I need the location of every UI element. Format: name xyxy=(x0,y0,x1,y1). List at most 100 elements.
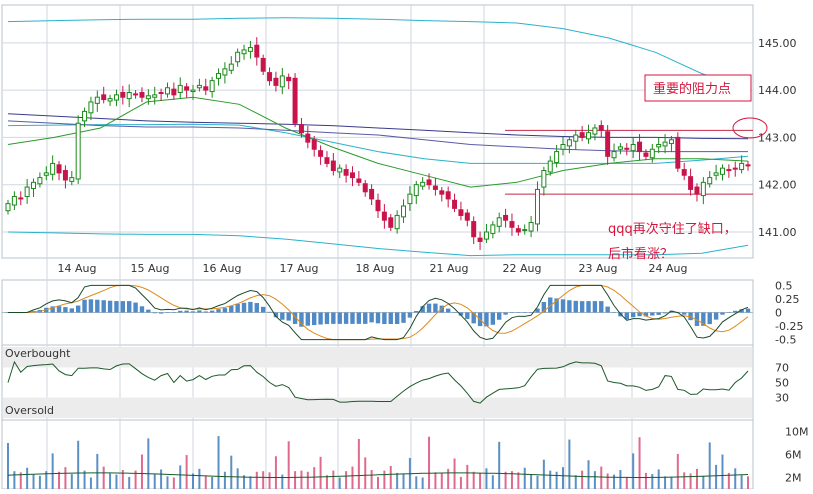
panel-backgrounds xyxy=(1,4,754,490)
rsi-tick-label: 70 xyxy=(775,362,789,375)
macd-histogram-bar xyxy=(203,311,208,313)
volume-bar xyxy=(459,476,462,489)
x-tick-label: 22 Aug xyxy=(503,262,542,275)
macd-histogram-bar xyxy=(107,300,113,313)
candle-body xyxy=(394,214,400,230)
volume-bar xyxy=(58,471,61,489)
volume-bar xyxy=(708,442,711,489)
volume-bar xyxy=(96,453,99,489)
resistance-note-box xyxy=(644,74,752,102)
candle-body xyxy=(432,185,438,190)
macd-histogram-bar xyxy=(573,300,578,313)
candle-body xyxy=(82,110,88,122)
volume-bar xyxy=(313,467,316,489)
volume-tick-label: 6M xyxy=(785,449,802,462)
macd-histogram-bar xyxy=(433,303,438,313)
macd-histogram-bar xyxy=(490,312,496,325)
macd-histogram-bar xyxy=(407,312,413,318)
candle-body xyxy=(617,146,623,150)
candle-body xyxy=(305,133,311,143)
volume-bar xyxy=(51,453,54,489)
volume-bar xyxy=(351,466,354,489)
candle-body xyxy=(145,95,151,100)
candle-body xyxy=(719,167,725,175)
macd-histogram-bar xyxy=(707,312,712,325)
volume-bar xyxy=(632,453,635,489)
axis-labels: 14 Aug 15 Aug 16 Aug 17 Aug 18 Aug 21 Aug 22 A… xyxy=(58,37,809,485)
volume-bar xyxy=(657,469,660,489)
candle-body xyxy=(37,177,43,185)
candle-body xyxy=(196,84,202,89)
volume-bar xyxy=(734,468,737,489)
volume-bar xyxy=(613,474,616,489)
candle-body xyxy=(177,84,183,93)
volume-bar xyxy=(485,468,488,489)
volume-bar xyxy=(115,474,118,489)
macd-histogram-bar xyxy=(439,305,444,313)
candle-body xyxy=(464,212,470,221)
macd-histogram-bar xyxy=(497,312,502,320)
volume-bar xyxy=(402,474,405,489)
candle-body xyxy=(554,151,560,163)
volume-bar xyxy=(38,475,41,489)
price-tick-label: 142.00 xyxy=(758,179,797,192)
macd-histogram-bar xyxy=(343,312,349,324)
candle-body xyxy=(50,162,56,175)
macd-histogram-bar xyxy=(701,312,706,326)
volume-bar xyxy=(338,477,341,489)
candle-body xyxy=(337,167,343,173)
macd-histogram-bar xyxy=(650,312,655,316)
candle-body xyxy=(407,193,413,205)
volume-bar xyxy=(300,470,303,489)
macd-histogram-bar xyxy=(541,302,547,313)
candle-body xyxy=(369,188,375,200)
volume-bar xyxy=(204,475,207,489)
x-tick-label: 14 Aug xyxy=(58,262,97,275)
candle-body xyxy=(18,197,24,200)
volume-bar xyxy=(383,470,386,489)
bollinger-upper xyxy=(7,17,749,89)
overbought-zone xyxy=(3,347,752,368)
candle-body xyxy=(88,101,94,114)
macd-histogram-bar xyxy=(324,312,330,325)
macd-histogram-bar xyxy=(637,312,642,317)
candle-body xyxy=(586,132,592,140)
volume-bar xyxy=(287,441,290,489)
macd-histogram-bar xyxy=(63,307,68,313)
candle-body xyxy=(241,49,247,55)
volume-bar xyxy=(396,472,399,489)
volume-bar xyxy=(128,476,131,489)
volume-bar xyxy=(740,475,743,489)
candle-body xyxy=(330,160,336,172)
candle-body xyxy=(643,152,649,157)
candle-body xyxy=(483,231,489,240)
candle-body xyxy=(349,172,355,179)
macd-histogram-bar xyxy=(624,312,629,320)
volume-bar xyxy=(102,466,105,489)
x-tick-label: 23 Aug xyxy=(579,262,618,275)
volume-bar xyxy=(428,436,431,489)
macd-histogram-bar xyxy=(720,312,725,315)
macd-histogram-bar xyxy=(120,301,126,313)
volume-bar xyxy=(192,473,194,489)
volume-bar xyxy=(262,471,265,489)
macd-histogram-bar xyxy=(369,312,374,323)
macd-histogram-bar xyxy=(548,297,553,313)
volume-bar xyxy=(32,474,35,489)
candle-body xyxy=(273,77,279,86)
macd-histogram-bar xyxy=(337,312,342,324)
macd-histogram-bar xyxy=(209,310,215,313)
candle-body xyxy=(267,72,273,82)
price-tick-label: 141.00 xyxy=(758,226,797,239)
volume-bar xyxy=(568,439,571,489)
volume-bar xyxy=(319,456,322,489)
macd-histogram-bar xyxy=(331,312,336,324)
volume-bar xyxy=(510,471,513,489)
gap-note-line1: qqq再次守住了缺口， xyxy=(608,221,737,237)
macd-histogram-bar xyxy=(363,312,368,324)
volume-bar xyxy=(172,477,175,489)
volume-bar xyxy=(555,471,558,489)
rsi-tick-label: 30 xyxy=(775,392,789,405)
macd-histogram-bar xyxy=(190,311,196,313)
macd-histogram-bar xyxy=(630,312,636,318)
